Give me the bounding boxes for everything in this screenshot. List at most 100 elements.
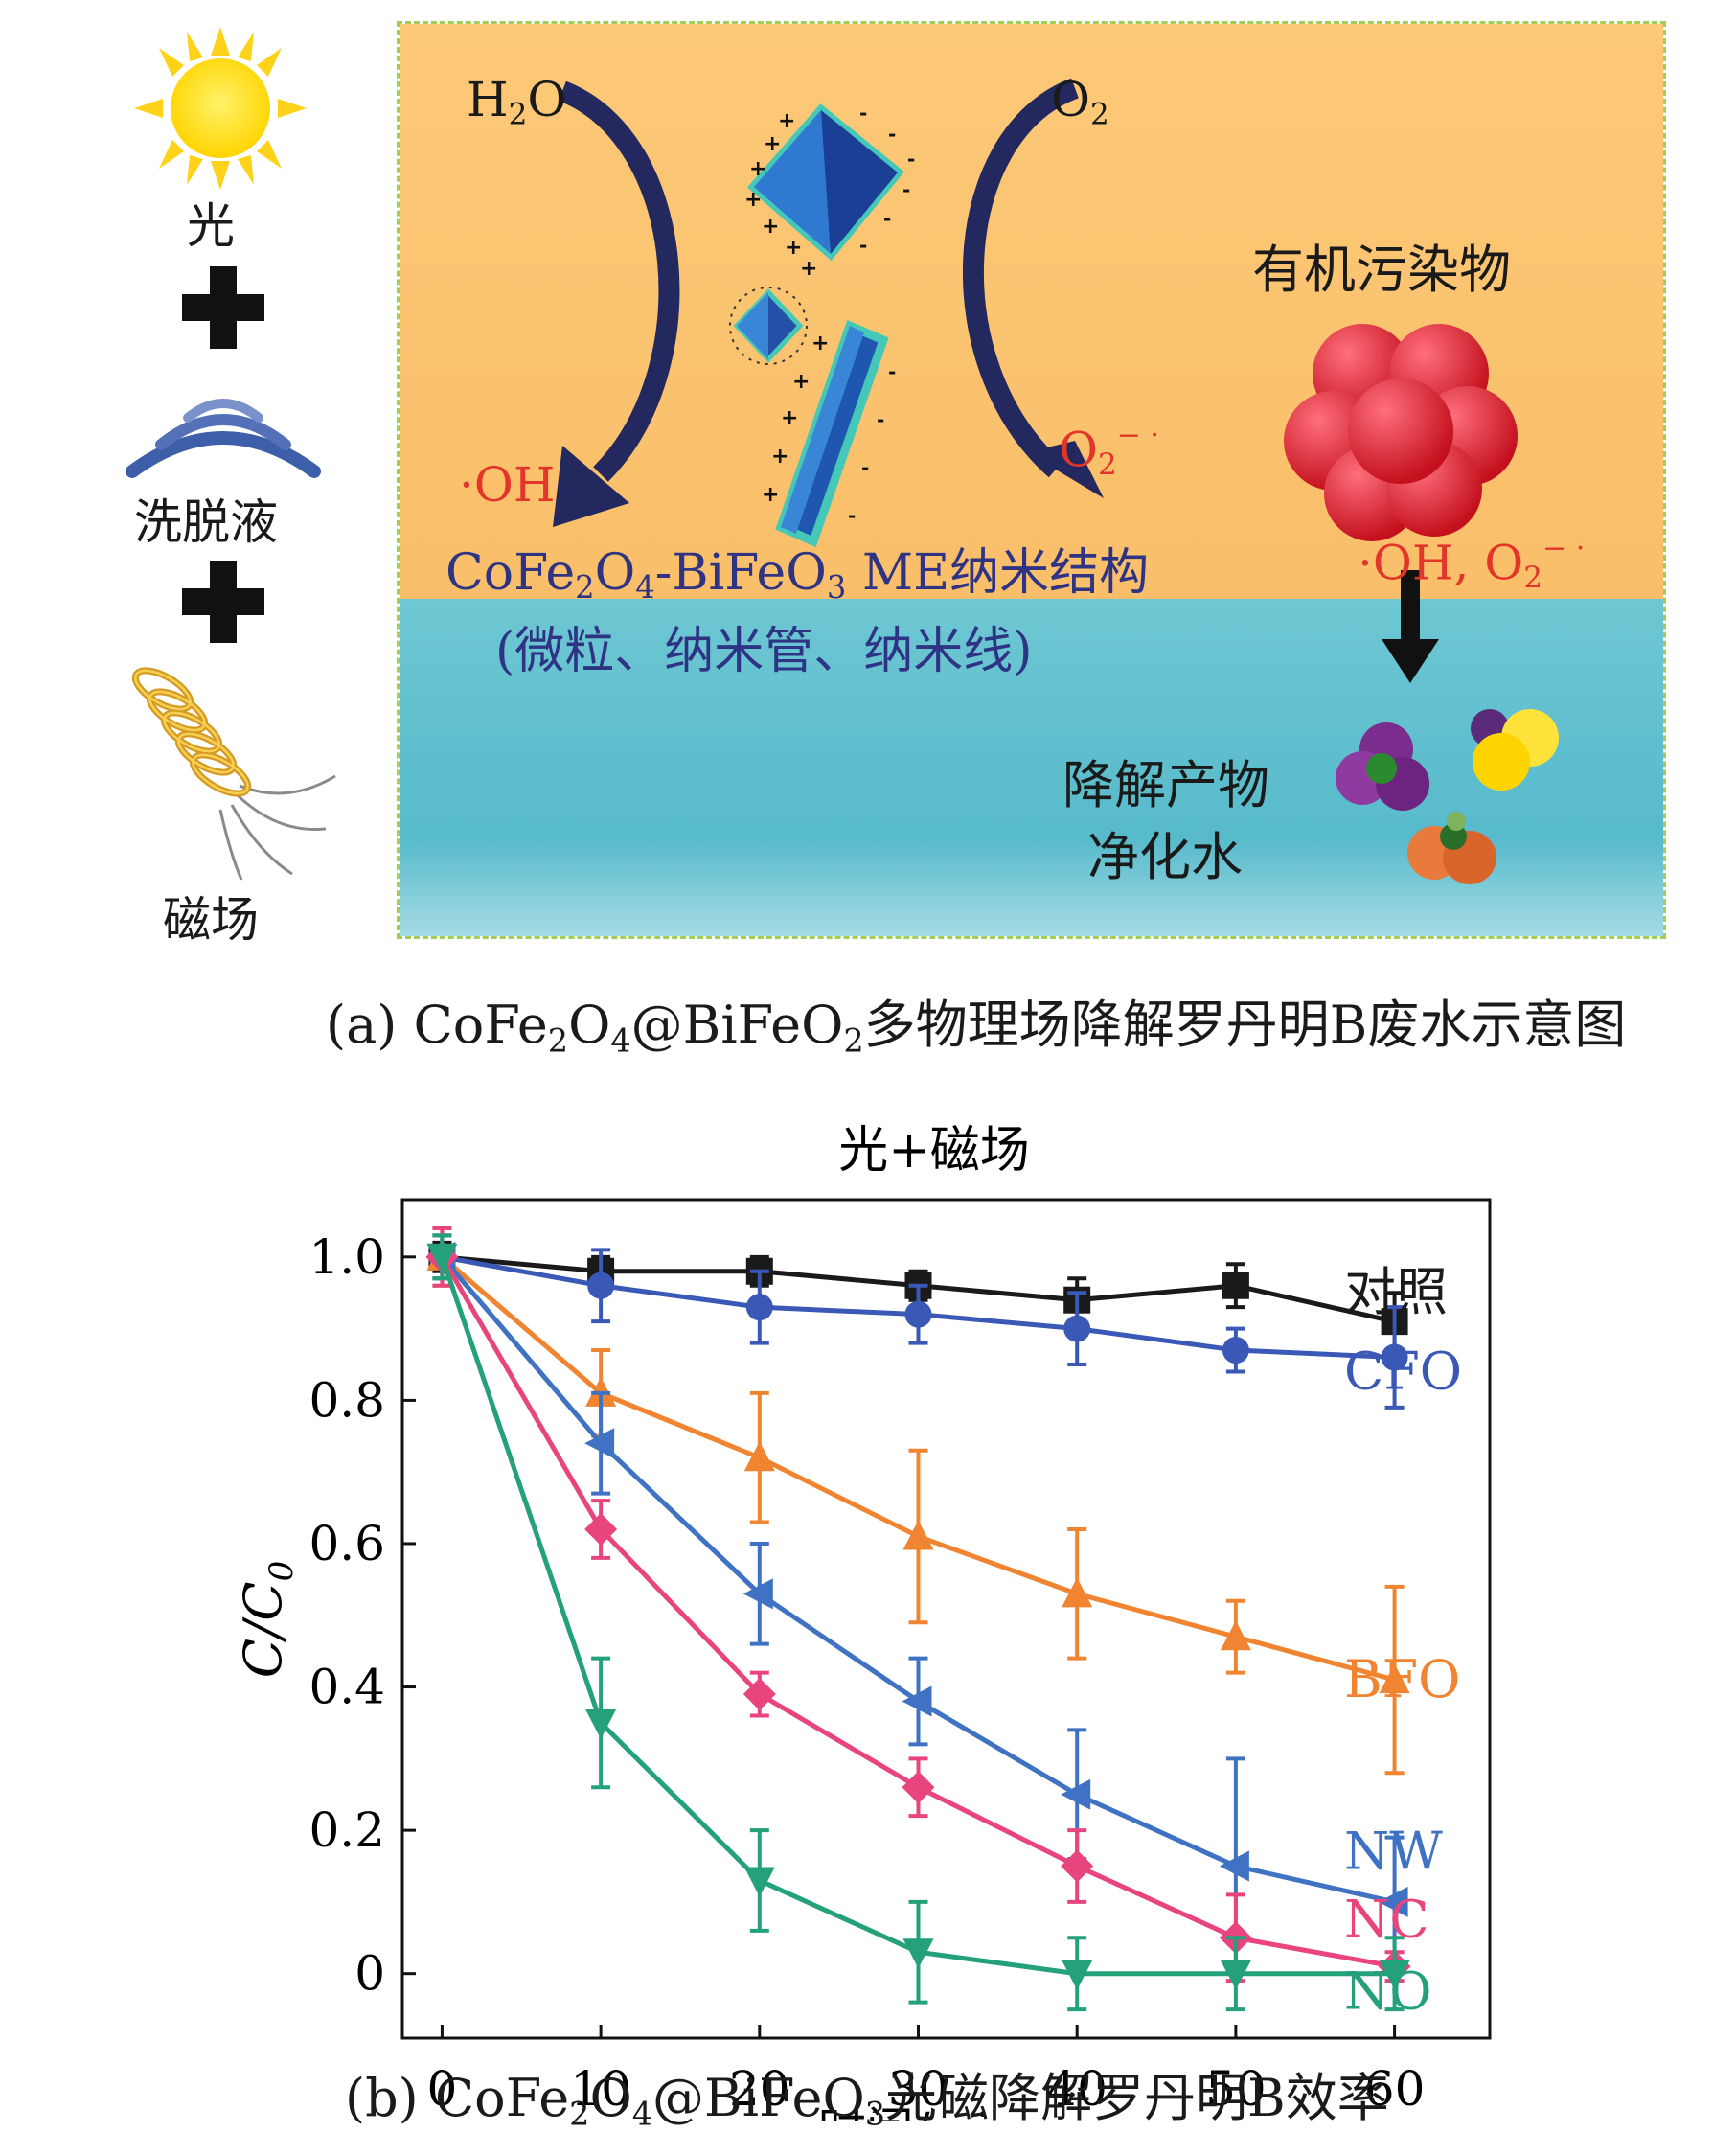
series-label: CFO bbox=[1344, 1341, 1462, 1401]
organic-pollutant-icon bbox=[1284, 324, 1518, 541]
caption-b: (b) CoFe2O4@BiFeO3光磁降解罗丹明B效率 bbox=[345, 2068, 1389, 2132]
svg-text:-: - bbox=[861, 456, 869, 479]
x-tick-label: 10 bbox=[570, 2061, 631, 2117]
data-point bbox=[1062, 1960, 1093, 1990]
y-tick-label: 0.6 bbox=[308, 1516, 385, 1571]
data-point bbox=[743, 1867, 775, 1897]
data-point bbox=[1062, 1577, 1093, 1608]
data-point bbox=[1061, 1778, 1091, 1810]
x-tick-label: 30 bbox=[888, 2061, 949, 2117]
svg-text:+: + bbox=[778, 109, 795, 133]
series-NO bbox=[426, 1233, 1410, 2012]
data-point bbox=[587, 1272, 615, 1299]
y-tick-label: 1.0 bbox=[308, 1229, 385, 1285]
svg-text:+: + bbox=[792, 370, 810, 394]
svg-text:-: - bbox=[888, 123, 896, 146]
products-label: 降解产物 bbox=[1062, 755, 1269, 815]
y-tick-label: 0.8 bbox=[308, 1372, 385, 1428]
magnetic-coil-icon bbox=[131, 667, 336, 881]
svg-text:-: - bbox=[883, 207, 891, 230]
data-point bbox=[1379, 1960, 1410, 1990]
structure-types-label: (微粒、纳米管、纳米线) bbox=[495, 623, 1033, 680]
data-point bbox=[1381, 1343, 1408, 1371]
data-point bbox=[584, 1428, 615, 1459]
svg-text:-: - bbox=[859, 102, 867, 125]
data-point bbox=[902, 1938, 934, 1969]
series-CFO bbox=[428, 1233, 1408, 1410]
x-tick-label: 50 bbox=[1205, 2061, 1267, 2117]
data-point bbox=[902, 1771, 935, 1804]
y-tick-label: 0.2 bbox=[308, 1802, 385, 1858]
product-molecule-orange-icon bbox=[1407, 812, 1496, 884]
data-point bbox=[1222, 1337, 1249, 1364]
data-point bbox=[743, 1441, 775, 1472]
svg-text:+: + bbox=[762, 483, 779, 507]
x-tick-label: 20 bbox=[729, 2061, 790, 2117]
structure-label: CoFe2O4-BiFeO3 ME纳米结构 bbox=[445, 544, 1150, 607]
plus-icon bbox=[182, 266, 264, 349]
data-point bbox=[1222, 1272, 1249, 1299]
plot-frame bbox=[400, 1198, 1492, 2040]
series-label: NO bbox=[1344, 1960, 1432, 2021]
oxygen-label: O2 bbox=[1051, 72, 1109, 132]
x-tick-label: 40 bbox=[1046, 2061, 1108, 2117]
product-molecule-yellow-icon bbox=[1471, 709, 1559, 791]
x-axis-label: 时间/min bbox=[818, 2102, 1021, 2121]
svg-text:-: - bbox=[877, 408, 884, 431]
water-label: H2O bbox=[467, 72, 567, 132]
magnetic-label: 磁场 bbox=[163, 892, 259, 948]
data-point bbox=[902, 1685, 932, 1717]
data-point bbox=[1061, 1849, 1094, 1883]
data-point bbox=[1378, 1886, 1408, 1917]
reaction-scene: + + + + + + + -- -- -- + + + + + -- -- bbox=[397, 21, 1666, 939]
radicals-label: ·OH, O2− · bbox=[1358, 532, 1586, 596]
svg-text:-: - bbox=[902, 178, 910, 201]
data-point bbox=[904, 1300, 932, 1328]
light-label: 光 bbox=[187, 198, 235, 254]
svg-text:+: + bbox=[785, 236, 802, 260]
svg-text:+: + bbox=[800, 257, 817, 281]
curved-arrow-oxygen bbox=[962, 78, 1104, 498]
svg-text:+: + bbox=[771, 445, 788, 469]
clean-water-zone bbox=[400, 599, 1663, 936]
superoxide-radical-label: O2− · bbox=[1059, 419, 1159, 483]
svg-text:+: + bbox=[811, 332, 829, 355]
y-axis-label: C/C0 bbox=[233, 1561, 301, 1678]
svg-text:+: + bbox=[744, 188, 762, 212]
svg-text:+: + bbox=[781, 406, 798, 430]
caption-a: (a) CoFe2O4@BiFeO2多物理场降解罗丹明B废水示意图 bbox=[326, 995, 1627, 1060]
down-arrow-icon bbox=[1382, 570, 1439, 683]
sun-icon bbox=[134, 27, 307, 190]
svg-text:+: + bbox=[764, 132, 781, 156]
product-molecule-purple-icon bbox=[1336, 722, 1429, 811]
x-tick-label: 60 bbox=[1364, 2061, 1426, 2117]
svg-text:+: + bbox=[749, 157, 766, 181]
data-point bbox=[902, 1520, 934, 1550]
data-point bbox=[1220, 1620, 1251, 1651]
series-label: BFO bbox=[1344, 1649, 1460, 1709]
hydroxyl-radical-label: ·OH bbox=[459, 457, 556, 513]
curved-arrow-water bbox=[553, 81, 680, 527]
series-label: NC bbox=[1344, 1890, 1429, 1950]
data-point bbox=[426, 1243, 458, 1273]
data-point bbox=[745, 1294, 773, 1321]
data-point bbox=[742, 1678, 776, 1711]
x-tick-label: 0 bbox=[427, 2061, 458, 2117]
series-label: NW bbox=[1344, 1822, 1443, 1882]
svg-text:C/C0: C/C0 bbox=[233, 1561, 301, 1678]
clean-water-label: 净化水 bbox=[1087, 827, 1243, 887]
y-tick-label: 0.4 bbox=[308, 1660, 385, 1715]
data-point bbox=[1219, 1850, 1249, 1882]
plus-icon bbox=[182, 561, 264, 643]
chart-title: 光+磁场 bbox=[838, 1122, 1030, 1180]
svg-text:-: - bbox=[907, 148, 915, 171]
degradation-chart: 光+磁场 0 10 20 30 40 50 60 0 0.2 0.4 0.6 0.8 1.0 对照 CFO… bbox=[233, 1122, 1492, 2121]
eluent-label: 洗脱液 bbox=[134, 494, 278, 550]
data-point bbox=[742, 1578, 773, 1610]
small-particle-icon bbox=[729, 287, 808, 365]
eluent-wave-icon bbox=[126, 399, 321, 478]
svg-text:-: - bbox=[888, 360, 896, 383]
octahedron-particle-icon: +++ +++ + -- -- -- bbox=[744, 102, 915, 281]
svg-text:-: - bbox=[848, 504, 856, 527]
data-point bbox=[584, 1513, 618, 1547]
